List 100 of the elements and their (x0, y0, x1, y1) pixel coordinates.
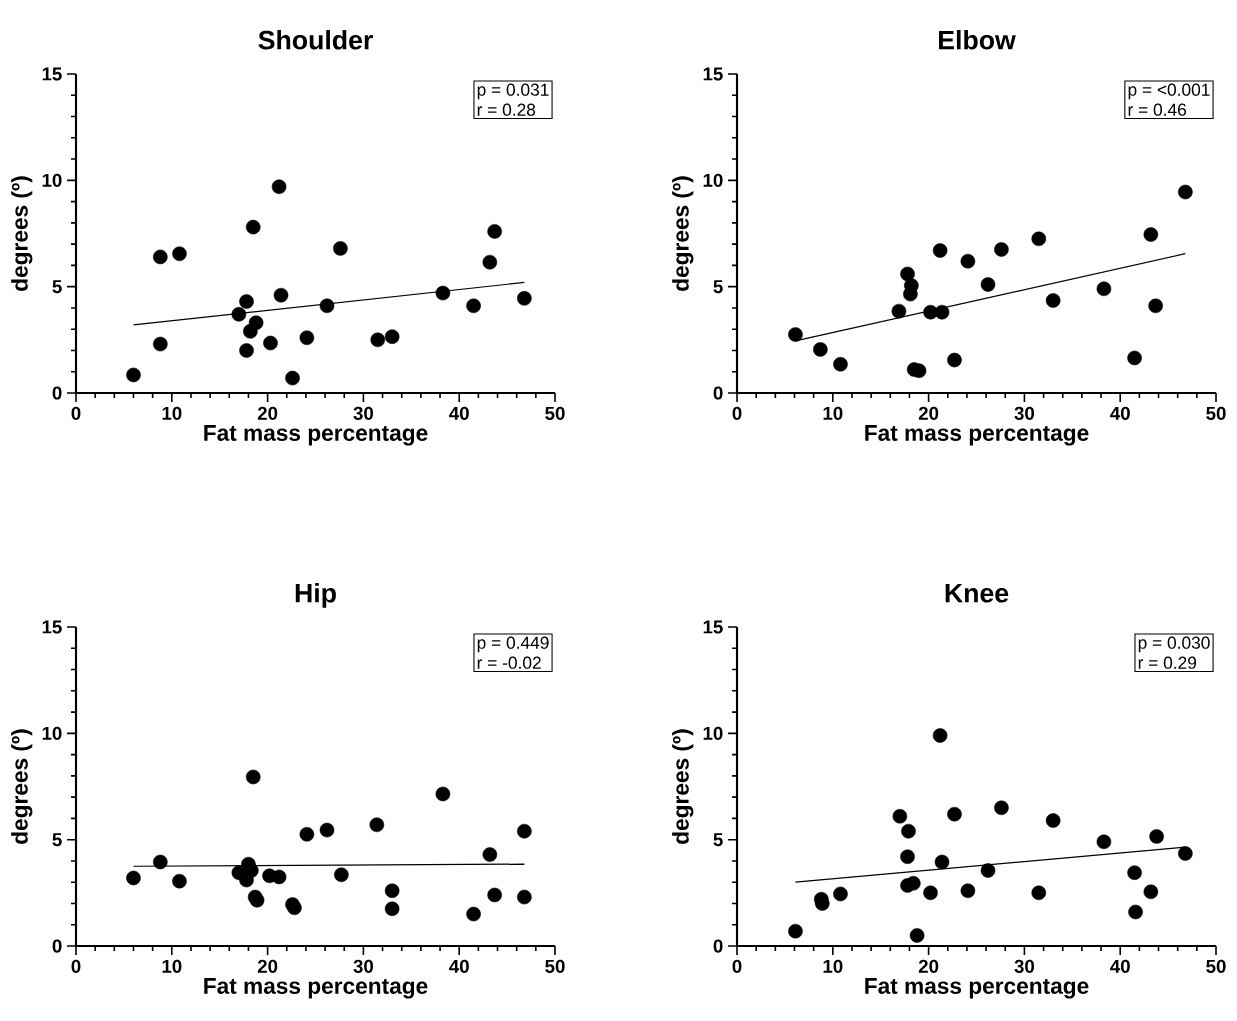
annotation: r = 0.28 (477, 103, 536, 116)
x-tick-label: 0 (732, 959, 742, 973)
x-tick-label: 0 (71, 406, 81, 420)
point (980, 277, 996, 292)
point (960, 253, 976, 269)
x-axis-title: Fat mass percentage (865, 425, 1089, 446)
point (384, 883, 400, 898)
x-tick-label: 30 (353, 406, 374, 420)
point (273, 287, 289, 303)
point (1045, 813, 1061, 828)
x-tick-label: 20 (918, 406, 939, 420)
y-tick-label: 15 (703, 67, 723, 81)
point (285, 370, 300, 386)
y-tick-label: 0 (713, 939, 723, 953)
point (980, 863, 996, 878)
point (239, 294, 254, 309)
point (517, 823, 532, 839)
point (334, 867, 349, 883)
point (906, 876, 921, 891)
x-axis-title: Fat mass percentage (865, 978, 1089, 999)
point (960, 883, 976, 898)
point (1128, 904, 1143, 920)
y-tick-label: 10 (703, 726, 723, 740)
y-tick-label: 5 (713, 833, 723, 847)
y-tick-label: 10 (703, 173, 723, 187)
chart-title: Shoulder (258, 29, 373, 50)
x-tick-label: 30 (353, 959, 374, 973)
point (788, 923, 803, 939)
point (126, 367, 141, 383)
point (892, 809, 908, 824)
point (1031, 885, 1047, 901)
y-tick-label: 0 (52, 386, 62, 400)
point (153, 336, 168, 352)
point (263, 335, 278, 351)
point (517, 291, 532, 306)
point (245, 219, 261, 235)
point (1127, 865, 1142, 880)
annotation: p = 0.449 (477, 636, 549, 653)
point (1143, 227, 1159, 242)
point (487, 224, 502, 239)
y-axis-title: degrees (º) (11, 729, 33, 844)
point (466, 298, 481, 314)
y-tick-label: 15 (42, 67, 62, 81)
chart-title: Elbow (939, 29, 1016, 50)
point (833, 357, 848, 372)
point (1149, 829, 1164, 844)
point (244, 863, 259, 878)
x-tick-label: 0 (71, 959, 81, 973)
y-tick-label: 0 (713, 386, 723, 400)
x-axis-title: Fat mass percentage (204, 978, 428, 999)
point (333, 241, 348, 256)
point (517, 889, 532, 905)
point (900, 266, 915, 282)
x-axis-title: Fat mass percentage (204, 425, 428, 446)
point (153, 854, 168, 870)
point (482, 254, 498, 270)
point (1178, 846, 1193, 861)
x-tick-label: 30 (1014, 959, 1035, 973)
point (1127, 350, 1142, 366)
point (891, 303, 907, 319)
chart-title: Hip (295, 582, 336, 608)
x-tick-label: 50 (1206, 406, 1226, 420)
point (994, 242, 1009, 257)
point (231, 307, 247, 322)
point (813, 342, 828, 357)
point (1148, 298, 1163, 314)
point (172, 246, 187, 261)
y-axis-title: degrees (º) (672, 729, 694, 844)
point (466, 906, 481, 922)
x-tick-label: 10 (162, 959, 182, 973)
point (435, 786, 451, 802)
y-tick-label: 5 (52, 280, 62, 294)
x-tick-label: 40 (1110, 406, 1130, 420)
point (788, 327, 803, 342)
x-tick-label: 40 (1110, 959, 1130, 973)
point (1096, 281, 1112, 297)
x-tick-label: 20 (257, 406, 278, 420)
y-tick-label: 5 (713, 280, 723, 294)
point (319, 298, 335, 314)
point (904, 278, 919, 293)
point (153, 249, 168, 265)
point (932, 728, 948, 743)
point (271, 869, 287, 885)
point (947, 352, 962, 368)
point (934, 304, 950, 320)
point (833, 886, 848, 902)
annotation: p = <0.001 (1128, 83, 1210, 100)
point (1045, 293, 1061, 308)
point (435, 285, 451, 301)
point (271, 179, 287, 194)
annotation: p = 0.030 (1138, 636, 1210, 653)
y-tick-label: 15 (703, 620, 723, 634)
point (900, 849, 915, 864)
point (947, 806, 962, 822)
point (1143, 884, 1159, 900)
point (482, 847, 498, 862)
y-tick-label: 10 (42, 173, 62, 187)
point (126, 870, 141, 886)
point (1031, 231, 1047, 247)
x-tick-label: 10 (823, 959, 843, 973)
